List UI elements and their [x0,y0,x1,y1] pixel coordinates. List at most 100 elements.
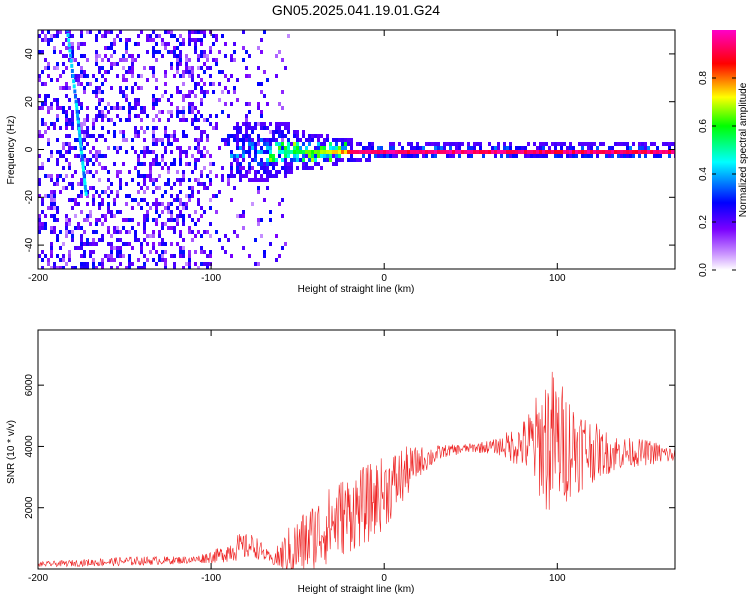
heatmap-cell [230,74,233,78]
heatmap-cell [590,146,593,150]
heatmap-cell [44,94,47,98]
heatmap-cell [221,34,224,38]
heatmap-cell [239,170,242,174]
heatmap-cell [281,134,284,138]
heatmap-cell [83,70,86,74]
heatmap-cell [140,150,143,154]
bottom-plot-frame [37,329,676,570]
heatmap-cell [626,154,629,158]
heatmap-cell [323,142,326,146]
heatmap-cell [107,258,110,262]
heatmap-cell [284,170,287,174]
heatmap-cell [587,150,590,154]
heatmap-cell [131,90,134,94]
heatmap-cell [53,230,56,234]
heatmap-cell [278,154,281,158]
heatmap-cell [107,70,110,74]
heatmap-cell [149,166,152,170]
heatmap-cell [476,150,479,154]
heatmap-cell [140,250,143,254]
heatmap-cell [215,210,218,214]
heatmap-cell [50,246,53,250]
colorbar-tick-label: 0.8 [698,71,709,85]
heatmap-cell [116,174,119,178]
heatmap-cell [563,150,566,154]
heatmap-cell [140,206,143,210]
heatmap-cell [89,214,92,218]
colorbar-label: Normalized spectral amplitude [738,82,749,217]
heatmap-cell [155,162,158,166]
heatmap-cell [392,154,395,158]
heatmap-cell [362,150,365,154]
heatmap-cell [128,266,131,269]
heatmap-cell [443,150,446,154]
heatmap-cell [305,138,308,142]
heatmap-cell [56,174,59,178]
heatmap-cell [242,58,245,62]
heatmap-cell [281,138,284,142]
heatmap-cell [95,266,98,269]
heatmap-cell [197,118,200,122]
heatmap-cell [671,150,674,154]
heatmap-cell [155,98,158,102]
heatmap-cell [272,162,275,166]
heatmap-cell [149,170,152,174]
heatmap-cell [182,206,185,210]
heatmap-cell [125,218,128,222]
heatmap-cell [179,34,182,38]
heatmap-cell [626,150,629,154]
heatmap-cell [71,114,74,118]
heatmap-cell [113,202,116,206]
heatmap-cell [86,130,89,134]
heatmap-cell [305,166,308,170]
heatmap-cell [122,90,125,94]
heatmap-cell [67,43,71,48]
heatmap-cell [236,158,239,162]
heatmap-cell [56,102,59,106]
heatmap-cell [338,154,341,158]
heatmap-cell [176,138,179,142]
y-tick-label: -20 [24,190,35,205]
heatmap-cell [95,190,98,194]
heatmap-cell [185,70,188,74]
y-tick-label: 4000 [24,435,35,458]
heatmap-cell [83,130,86,134]
heatmap-cell [218,190,221,194]
heatmap-cell [614,150,617,154]
heatmap-cell [134,114,137,118]
heatmap-cell [41,122,44,126]
heatmap-cell [254,142,257,146]
heatmap-cell [146,218,149,222]
heatmap-cell [263,142,266,146]
heatmap-cell [158,214,161,218]
heatmap-cell [317,162,320,166]
heatmap-cell [146,34,149,38]
heatmap-cell [65,142,68,146]
heatmap-cell [449,146,452,150]
heatmap-cell [413,154,416,158]
heatmap-cell [629,154,632,158]
heatmap-cell [269,170,272,174]
heatmap-cell [578,142,581,146]
heatmap-cell [200,170,203,174]
heatmap-cell [116,254,119,258]
heatmap-cell [656,146,659,150]
heatmap-cell [515,154,518,158]
heatmap-cell [488,142,491,146]
heatmap-cell [152,134,155,138]
heatmap-cell [68,230,71,234]
heatmap-cell [104,190,107,194]
heatmap-cell [173,50,176,54]
heatmap-cell [611,146,614,150]
heatmap-cell [380,154,383,158]
heatmap-cell [53,262,56,266]
heatmap-cell [77,194,80,198]
heatmap-cell [176,242,179,246]
heatmap-cell [392,142,395,146]
heatmap-cell [122,134,125,138]
heatmap-cell [212,34,215,38]
heatmap-cell [326,154,329,158]
heatmap-cell [116,210,119,214]
heatmap-cell [77,154,80,158]
heatmap-cell [170,214,173,218]
